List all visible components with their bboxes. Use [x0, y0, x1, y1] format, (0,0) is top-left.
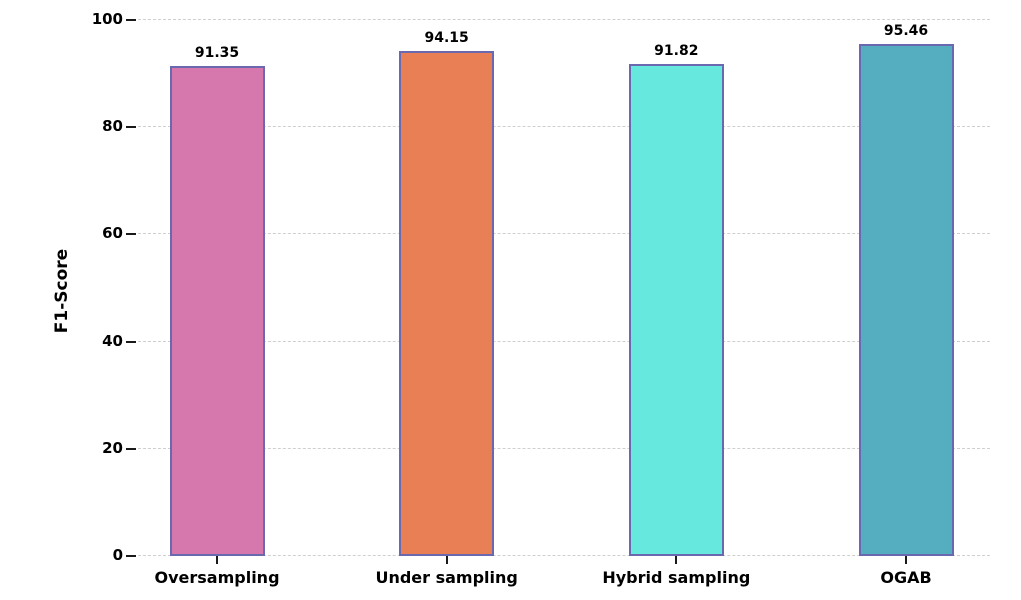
y-tick-mark-100 [126, 19, 136, 21]
bar-under-sampling [399, 51, 495, 556]
bar-value-label: 95.46 [883, 23, 929, 40]
y-tick-mark-20 [126, 447, 136, 450]
bar-ogab [858, 44, 954, 556]
x-tick-mark [905, 556, 907, 564]
x-tick-label-under-sampling: Under sampling [375, 568, 518, 587]
gridline-y-20 [133, 447, 990, 449]
bar-value-label: 91.82 [654, 42, 699, 59]
y-tick-label-60: 60 [102, 224, 123, 243]
y-tick-label-40: 40 [102, 331, 123, 350]
gridline-y-100 [133, 19, 990, 20]
x-tick-mark [445, 556, 448, 564]
y-tick-label-0: 0 [112, 546, 123, 564]
y-tick-label-100: 100 [91, 10, 123, 28]
y-tick-label-20: 20 [102, 438, 123, 457]
x-tick-label-ogab: OGAB [880, 568, 932, 587]
x-tick-label-oversampling: Oversampling [154, 568, 280, 587]
gridline-y-60 [133, 233, 990, 235]
bar-value-label: 94.15 [424, 30, 469, 47]
y-tick-label-80: 80 [102, 117, 123, 136]
bar-oversampling [169, 66, 265, 556]
bar-hybrid-sampling [628, 63, 724, 556]
y-tick-mark-80 [126, 126, 136, 129]
y-tick-mark-0 [126, 555, 136, 557]
x-tick-label-hybrid-sampling: Hybrid sampling [602, 568, 751, 587]
gridline-y-0 [133, 555, 990, 556]
bar-value-label: 91.35 [194, 45, 240, 62]
gridline-y-40 [133, 340, 990, 342]
x-tick-mark [216, 556, 218, 564]
gridline-y-80 [133, 126, 990, 128]
y-tick-mark-40 [126, 340, 136, 343]
y-tick-mark-60 [126, 233, 136, 236]
x-tick-mark [675, 556, 678, 564]
